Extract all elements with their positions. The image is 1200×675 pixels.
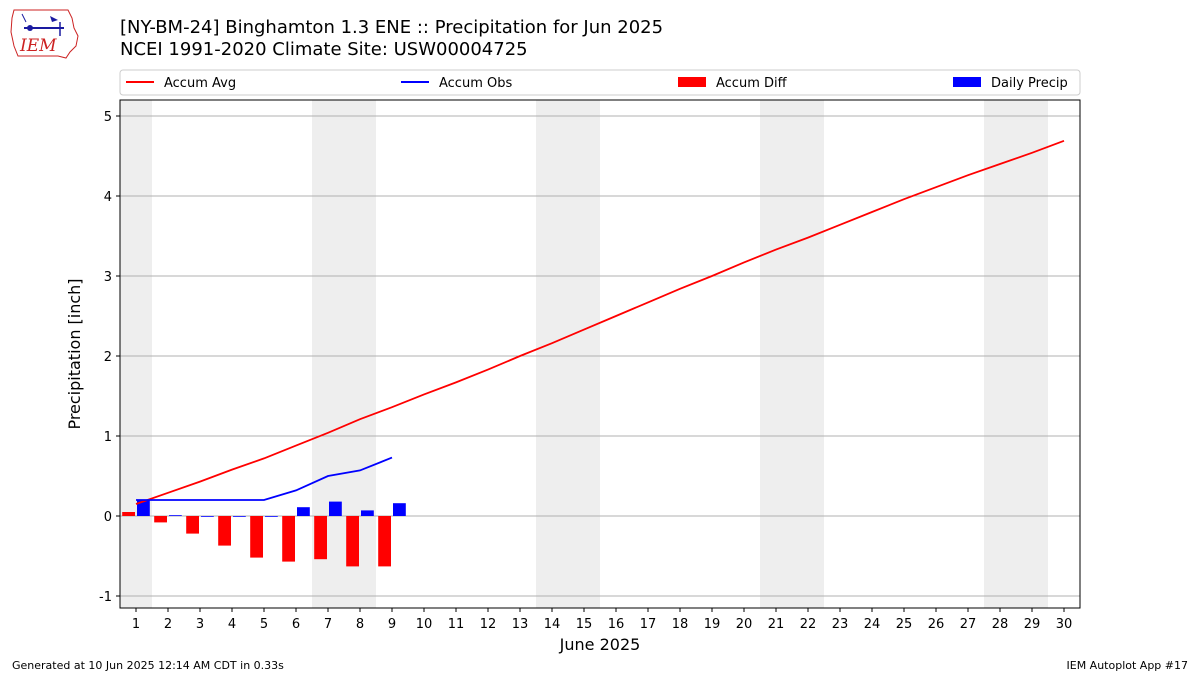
plot-frame <box>119 99 1081 609</box>
x-tick-label: 25 <box>896 617 913 632</box>
x-tick-label: 23 <box>832 617 849 632</box>
weekend-shade <box>120 100 152 608</box>
weekend-shade <box>760 100 824 608</box>
x-tick-label: 26 <box>928 617 945 632</box>
y-tick-label: -1 <box>99 590 112 605</box>
x-tick-label: 17 <box>640 617 657 632</box>
accum-diff-bar <box>186 516 199 534</box>
bars <box>122 500 406 567</box>
x-tick-label: 13 <box>512 617 529 632</box>
x-tick-label: 30 <box>1056 617 1073 632</box>
accum-diff-bar <box>378 516 391 567</box>
legend-box <box>119 69 1081 96</box>
daily-precip-bar <box>393 503 406 516</box>
legend-swatch <box>953 77 981 87</box>
footer-app: IEM Autoplot App #17 <box>1066 659 1189 672</box>
x-tick-label: 20 <box>736 617 753 632</box>
accum-diff-bar <box>346 516 359 567</box>
x-tick-label: 1 <box>132 617 140 632</box>
y-tick-label: 4 <box>104 190 112 205</box>
x-tick-label: 15 <box>576 617 593 632</box>
x-axis-label: June 2025 <box>559 635 641 654</box>
x-tick-label: 9 <box>388 617 396 632</box>
chart-title: [NY-BM-24] Binghamton 1.3 ENE :: Precipi… <box>120 17 664 38</box>
y-tick-label: 1 <box>104 430 112 445</box>
y-tick-label: 0 <box>104 510 112 525</box>
accum-diff-bar <box>154 516 167 523</box>
x-tick-label: 10 <box>416 617 433 632</box>
y-tick-label: 5 <box>104 110 112 125</box>
y-tick-label: 3 <box>104 270 112 285</box>
y-tick-label: 2 <box>104 350 112 365</box>
legend-swatch <box>678 77 706 87</box>
weekend-shade <box>984 100 1048 608</box>
daily-precip-bar <box>297 507 310 516</box>
x-tick-label: 7 <box>324 617 332 632</box>
legend-label: Accum Obs <box>439 76 512 91</box>
x-tick-label: 29 <box>1024 617 1041 632</box>
weekend-shade <box>536 100 600 608</box>
x-tick-label: 16 <box>608 617 625 632</box>
accum-diff-bar <box>282 516 295 562</box>
x-tick-label: 12 <box>480 617 497 632</box>
legend-label: Accum Diff <box>716 76 788 91</box>
grid-lines <box>120 115 1080 597</box>
axes: 1 2 3 4 5 6 7 8 9 10 11 12 13 14 15 16 17 18 19 20 21 22 23 24 2… <box>99 110 1072 632</box>
daily-precip-bar <box>201 516 214 517</box>
x-tick-label: 8 <box>356 617 364 632</box>
x-tick-label: 6 <box>292 617 300 632</box>
daily-precip-bar <box>233 516 246 517</box>
daily-precip-bar <box>361 510 374 516</box>
iem-logo: IEM <box>10 9 79 59</box>
accum-diff-bar <box>250 516 263 558</box>
x-tick-label: 3 <box>196 617 204 632</box>
x-tick-label: 2 <box>164 617 172 632</box>
x-tick-label: 24 <box>864 617 881 632</box>
legend: Accum Avg Accum Obs Accum Diff Daily Precip <box>119 69 1081 96</box>
x-tick-label: 4 <box>228 617 236 632</box>
x-tick-label: 19 <box>704 617 721 632</box>
x-tick-label: 22 <box>800 617 817 632</box>
footer-generated: Generated at 10 Jun 2025 12:14 AM CDT in… <box>12 659 284 672</box>
x-tick-label: 28 <box>992 617 1009 632</box>
x-tick-label: 5 <box>260 617 268 632</box>
x-tick-label: 21 <box>768 617 785 632</box>
y-axis-label: Precipitation [inch] <box>65 278 84 429</box>
daily-precip-bar <box>329 501 342 516</box>
accum-obs-line <box>136 456 393 501</box>
lines <box>135 139 1065 505</box>
legend-label: Accum Avg <box>164 76 236 91</box>
chart-subtitle: NCEI 1991-2020 Climate Site: USW00004725 <box>120 39 528 60</box>
daily-precip-bar <box>137 500 150 516</box>
daily-precip-bar <box>169 515 182 516</box>
x-tick-label: 27 <box>960 617 977 632</box>
accum-diff-bar <box>314 516 327 560</box>
legend-label: Daily Precip <box>991 76 1068 91</box>
accum-diff-bar <box>122 512 135 516</box>
accum-avg-line <box>135 139 1065 505</box>
daily-precip-bar <box>265 516 278 517</box>
accum-diff-bar <box>218 516 231 546</box>
x-tick-label: 11 <box>448 617 465 632</box>
x-tick-label: 18 <box>672 617 689 632</box>
logo-text: IEM <box>19 36 57 56</box>
x-tick-label: 14 <box>544 617 561 632</box>
